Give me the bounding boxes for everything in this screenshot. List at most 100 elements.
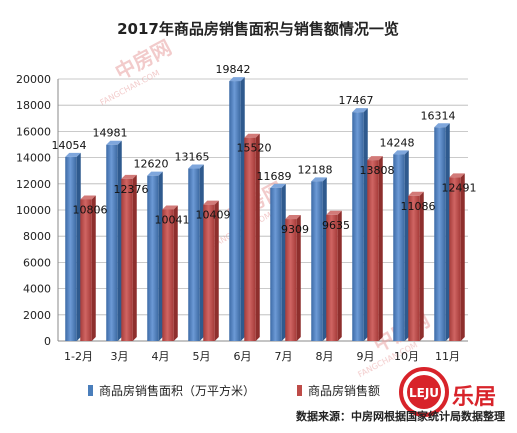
bar-area	[434, 127, 446, 342]
y-tick-label: 8000	[23, 230, 51, 243]
data-label-sales: 10806	[73, 203, 108, 216]
bar-sales	[326, 214, 338, 341]
bar-sales	[285, 219, 297, 341]
source-note: 数据来源：中房网根据国家统计局数据整理	[296, 409, 505, 423]
data-label-sales: 9309	[281, 223, 309, 236]
bar-side	[255, 133, 260, 341]
bar-top	[367, 156, 383, 161]
data-label-sales: 11086	[401, 200, 436, 213]
bar-side	[404, 150, 409, 341]
bar-area	[311, 181, 323, 341]
bar-top	[449, 173, 465, 178]
bar-top	[408, 191, 424, 196]
bar-top	[352, 108, 368, 113]
bar-top	[121, 174, 137, 179]
bar-area	[65, 156, 77, 341]
logo-text: 乐居	[452, 385, 496, 410]
bar-top	[80, 195, 96, 200]
bar-side	[76, 152, 81, 341]
bar-side	[322, 177, 327, 341]
bar-area	[229, 81, 241, 342]
bar-sales	[80, 199, 92, 341]
bar-side	[199, 164, 204, 341]
x-tick-label: 4月	[152, 350, 170, 363]
bar-area	[188, 168, 200, 341]
bar-top	[162, 205, 178, 210]
data-label-area: 16314	[421, 109, 456, 122]
bar-area	[352, 112, 364, 341]
data-label-sales: 13808	[360, 164, 395, 177]
leju-logo: LEJU 乐居	[399, 367, 496, 417]
x-tick-label: 6月	[234, 350, 252, 363]
data-label-area: 14054	[52, 139, 87, 152]
bar-side	[173, 205, 178, 341]
x-tick-label: 8月	[316, 350, 334, 363]
bar-sales	[244, 137, 256, 341]
bar-side	[460, 173, 465, 341]
data-label-area: 12620	[134, 158, 169, 171]
bar-side	[281, 183, 286, 341]
data-label-area: 11689	[257, 170, 292, 183]
legend-swatch-area	[88, 385, 93, 396]
data-label-area: 14981	[93, 127, 128, 140]
bar-sales	[121, 178, 133, 341]
data-label-sales: 10409	[196, 209, 231, 222]
category-labels: 1-2月 3月 4月 5月 6月 7月 8月 9月 10月 11月	[64, 350, 460, 363]
bar-side	[296, 215, 301, 341]
bar-sales	[162, 209, 174, 341]
data-label-area: 12188	[298, 163, 333, 176]
bar-side	[240, 77, 245, 342]
x-tick-label: 5月	[193, 350, 211, 363]
bar-area	[147, 175, 159, 341]
bar-area	[270, 187, 282, 341]
bar-top	[326, 210, 342, 215]
data-label-area: 13165	[175, 151, 210, 164]
x-tick-label: 7月	[275, 350, 293, 363]
y-tick-label: 4000	[23, 283, 51, 296]
bar-area	[393, 154, 405, 341]
bar-area	[106, 144, 118, 341]
bar-top	[188, 164, 204, 169]
watermark-group: 中房网 FANGCHAN.COM 中房网 FANGCHAN.COM 中房网 FA…	[99, 35, 434, 379]
data-label-sales: 10041	[155, 213, 190, 226]
legend-label-sales: 商品房销售额	[308, 383, 380, 398]
legend-swatch-sales	[297, 385, 302, 396]
legend: 商品房销售面积（万平方米） 商品房销售额	[88, 383, 380, 398]
bar-side	[91, 195, 96, 341]
y-tick-label: 14000	[16, 152, 51, 165]
data-label-area: 17467	[339, 94, 374, 107]
x-tick-label: 1-2月	[64, 350, 93, 363]
bar-top	[203, 200, 219, 205]
y-tick-label: 20000	[16, 73, 51, 86]
bar-sales	[449, 177, 461, 341]
bar-top	[147, 171, 163, 176]
bar-side	[445, 123, 450, 342]
y-tick-label: 6000	[23, 256, 51, 269]
bar-sales	[367, 160, 379, 341]
y-tick-label: 2000	[23, 309, 51, 322]
data-label-sales: 12376	[114, 183, 149, 196]
data-label-sales: 9635	[322, 219, 350, 232]
data-label-area: 14248	[380, 136, 415, 149]
bar-side	[363, 108, 368, 341]
bar-top	[65, 152, 81, 157]
logo-mark: LEJU	[409, 386, 439, 400]
y-tick-label: 18000	[16, 99, 51, 112]
bar-top	[434, 123, 450, 128]
bar-top	[393, 150, 409, 155]
y-tick-label: 10000	[16, 204, 51, 217]
bar-side	[378, 156, 383, 341]
legend-label-area: 商品房销售面积（万平方米）	[99, 383, 255, 398]
x-tick-label: 9月	[357, 350, 375, 363]
bars	[65, 77, 465, 342]
x-tick-label: 10月	[394, 350, 419, 363]
bar-top	[285, 215, 301, 220]
data-labels: 14054 10806 14981 12376 12620 10041 13165 10409…	[52, 63, 477, 236]
bar-top	[270, 183, 286, 188]
bar-side	[158, 171, 163, 341]
bar-sales	[408, 195, 420, 341]
y-tick-label: 0	[44, 335, 51, 348]
bar-top	[311, 177, 327, 182]
